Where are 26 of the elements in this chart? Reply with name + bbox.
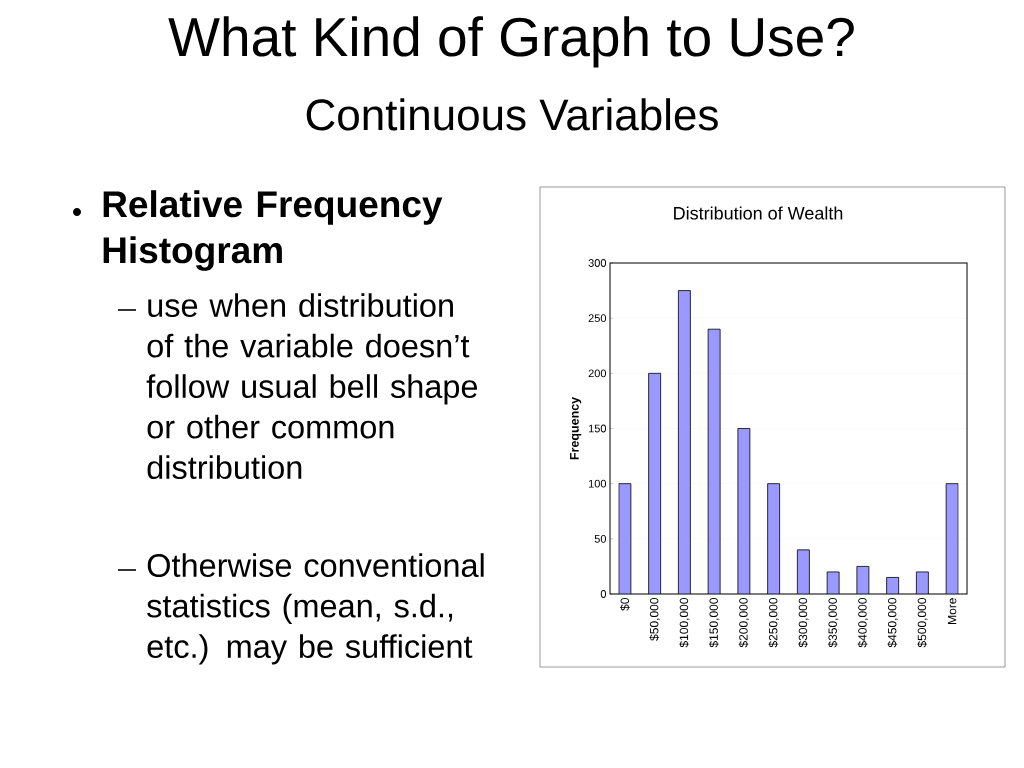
x-tick-label: $0 (620, 598, 630, 611)
chart-title: Distribution of Wealth (674, 206, 843, 220)
text: What Kind of Graph to Use? (168, 16, 854, 68)
y-tick-label: 300 (588, 259, 607, 267)
text: use when distribution of the variable doesn’t follow usual bell shape or other common distribution (146, 293, 478, 480)
x-tick-label: More (947, 598, 957, 624)
x-tick-label: $200,000 (738, 598, 750, 648)
x-tick-label: $250,000 (768, 598, 779, 648)
x-tick-label: $350,000 (827, 598, 839, 648)
text: Continuous Variables (306, 98, 718, 131)
x-tick-label: $50,000 (649, 598, 660, 641)
text: Otherwise conventional statistics (mean, s.d., etc.) may be sufficient (147, 553, 484, 665)
x-tick-label: $500,000 (917, 598, 928, 648)
x-tick-label: $400,000 (857, 598, 869, 648)
x-tick-label: $150,000 (708, 598, 720, 648)
x-tick-label: $100,000 (679, 598, 690, 648)
y-tick-label: 250 (588, 314, 607, 323)
y-axis-title: Frequency (570, 396, 582, 460)
x-tick-label: $450,000 (887, 598, 898, 648)
x-tick-label: $300,000 (798, 598, 809, 648)
text: Relative Frequency Histogram (103, 190, 443, 271)
y-tick-label: 50 (594, 534, 607, 543)
y-tick-label: 0 (600, 590, 607, 598)
y-tick-label: 200 (588, 369, 607, 378)
y-tick-label: 150 (588, 424, 607, 433)
y-tick-label: 100 (588, 479, 607, 488)
